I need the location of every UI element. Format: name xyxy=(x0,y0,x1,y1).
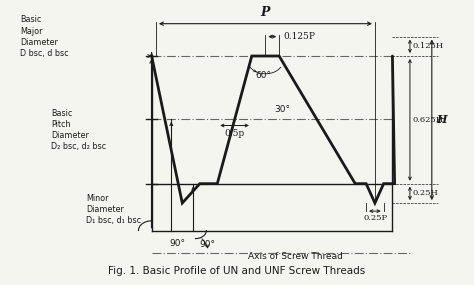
Text: Minor
Diameter
D₁ bsc, d₁ bsc: Minor Diameter D₁ bsc, d₁ bsc xyxy=(86,194,141,225)
Text: Basic
Major
Diameter
D bsc, d bsc: Basic Major Diameter D bsc, d bsc xyxy=(20,15,69,58)
Text: H: H xyxy=(436,114,447,125)
Text: P: P xyxy=(261,6,270,19)
Text: Basic
Pitch
Diameter
D₂ bsc, d₂ bsc: Basic Pitch Diameter D₂ bsc, d₂ bsc xyxy=(51,109,106,152)
Text: Axis of Screw Thread: Axis of Screw Thread xyxy=(248,252,343,261)
Text: 0.625H: 0.625H xyxy=(412,116,443,124)
Text: 0.5p: 0.5p xyxy=(224,129,245,138)
Text: 90°: 90° xyxy=(169,239,185,248)
Text: 30°: 30° xyxy=(274,105,290,114)
Text: 0.125H: 0.125H xyxy=(412,42,443,50)
Text: 0.25H: 0.25H xyxy=(412,189,438,197)
Text: 0.125P: 0.125P xyxy=(283,32,316,41)
Text: Fig. 1. Basic Profile of UN and UNF Screw Threads: Fig. 1. Basic Profile of UN and UNF Scre… xyxy=(109,266,365,276)
Text: 0.25P: 0.25P xyxy=(364,214,388,222)
Text: 90°: 90° xyxy=(200,240,216,249)
Text: 60°: 60° xyxy=(255,71,271,80)
